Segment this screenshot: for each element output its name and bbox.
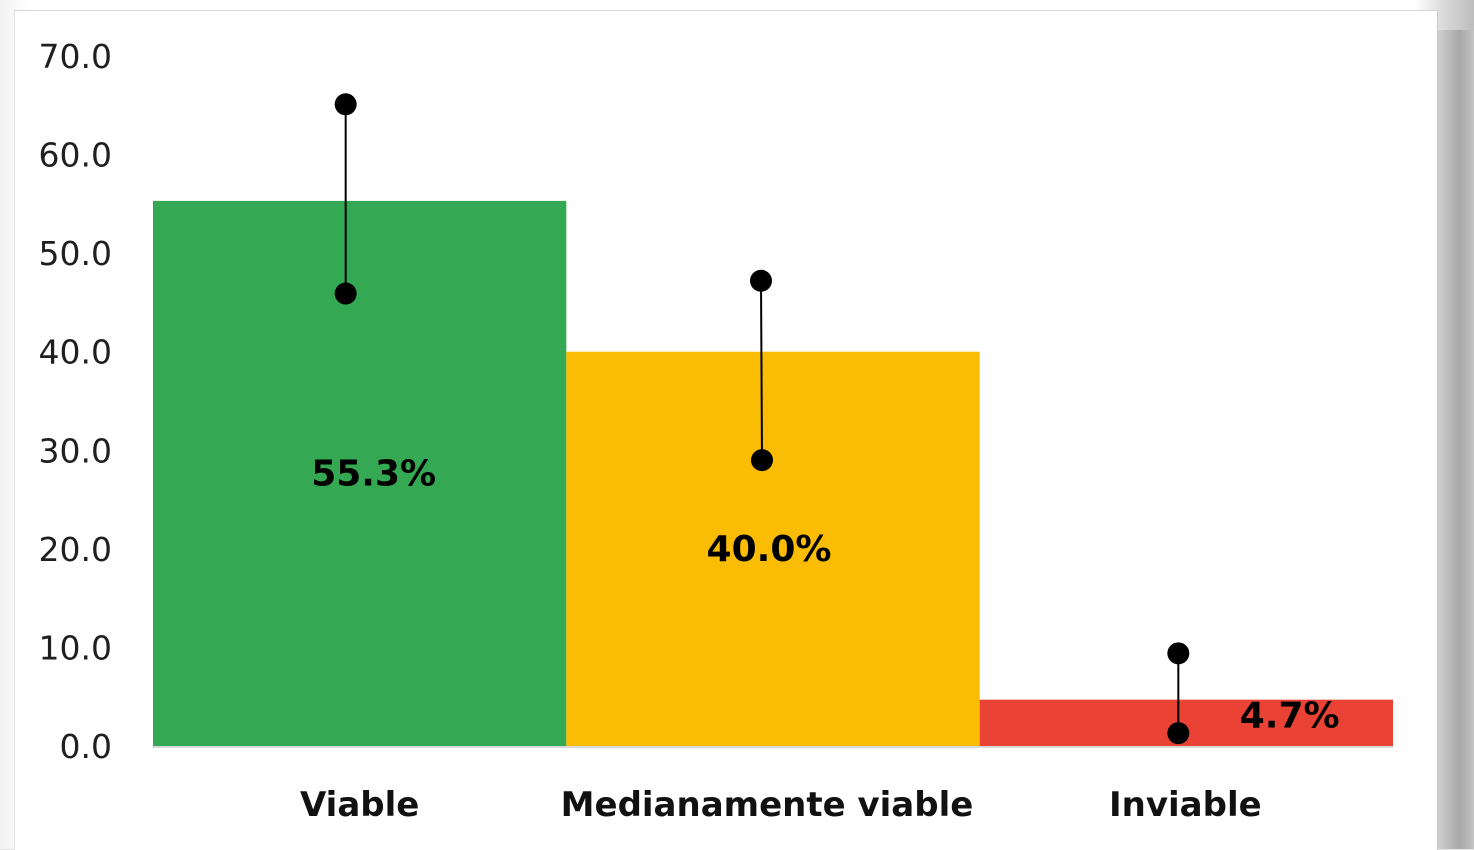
- error-bar-low-marker: [334, 282, 357, 305]
- error-bar: [334, 93, 357, 305]
- y-tick-label: 10.0: [39, 628, 112, 667]
- bar-viable: [153, 200, 567, 746]
- error-bar-high-marker: [1167, 642, 1190, 665]
- y-tick-label: 20.0: [39, 530, 112, 569]
- y-tick-label: 40.0: [39, 333, 112, 372]
- error-bar: [1167, 642, 1190, 745]
- error-bar-high-marker: [750, 269, 772, 292]
- error-bar-high-marker: [334, 93, 357, 116]
- data-labels: 55.3% 40.0% 4.7%: [311, 453, 1339, 736]
- bar-medianamente-viable: [566, 351, 980, 746]
- x-category-label: Viable: [300, 785, 419, 825]
- y-axis-ticks: 0.0 10.0 20.0 30.0 40.0 50.0 60.0 70.0: [39, 37, 112, 766]
- scrollbar[interactable]: [1438, 30, 1474, 849]
- error-bar-line: [760, 280, 763, 461]
- y-tick-label: 30.0: [39, 431, 112, 470]
- error-bars: [334, 93, 1190, 745]
- y-tick-label: 60.0: [39, 136, 112, 175]
- y-tick-label: 50.0: [39, 234, 112, 273]
- error-bar: [750, 269, 773, 472]
- bars: [153, 200, 1393, 746]
- data-label: 40.0%: [707, 529, 832, 570]
- x-axis-labels: Viable Medianamente viable Inviable: [300, 785, 1262, 825]
- error-bar-low-marker: [751, 449, 773, 472]
- x-category-label: Medianamente viable: [561, 785, 974, 825]
- y-tick-label: 70.0: [39, 37, 112, 76]
- y-tick-label: 0.0: [60, 727, 112, 766]
- error-bar-low-marker: [1167, 722, 1190, 745]
- x-category-label: Inviable: [1109, 785, 1262, 825]
- data-label: 55.3%: [311, 453, 436, 494]
- data-label: 4.7%: [1240, 696, 1340, 737]
